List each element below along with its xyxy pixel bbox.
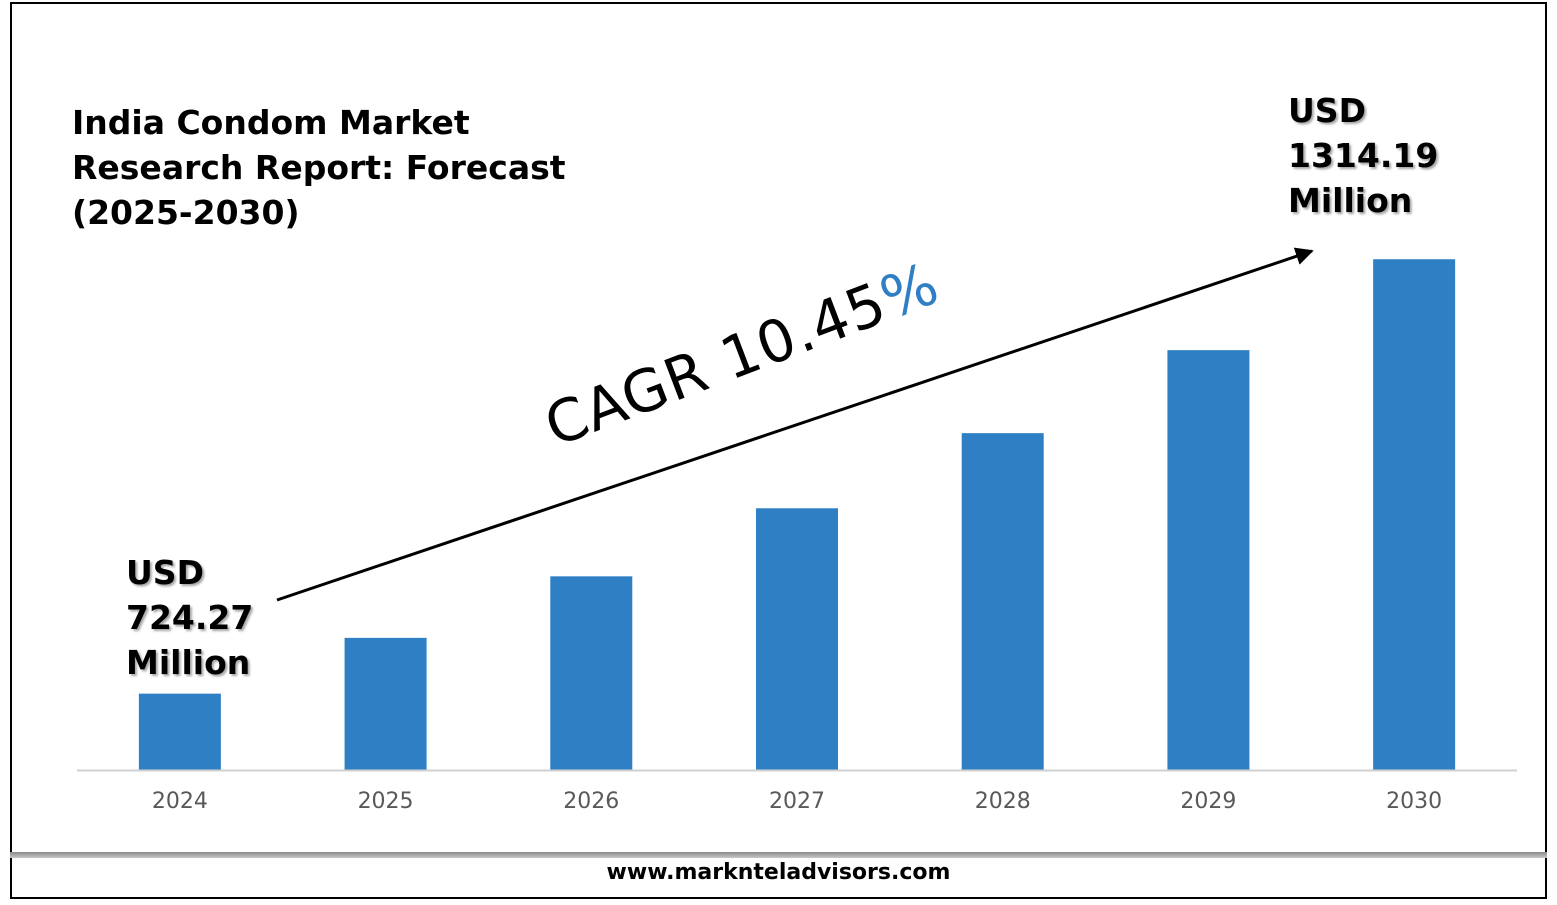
bar-2030 bbox=[1373, 259, 1456, 770]
bar-2026 bbox=[550, 576, 633, 770]
x-tick-label-2029: 2029 bbox=[1180, 789, 1236, 814]
x-tick-label-2030: 2030 bbox=[1386, 789, 1442, 814]
start-value-label: USD 724.27 Million bbox=[126, 550, 253, 685]
bar-2027 bbox=[756, 508, 838, 770]
bars-group bbox=[138, 259, 1456, 770]
bar-2028 bbox=[961, 433, 1044, 770]
growth-arrow bbox=[276, 247, 1314, 602]
end-value-label: USD 1314.19 Million bbox=[1288, 88, 1438, 223]
x-tick-label-2028: 2028 bbox=[975, 789, 1031, 814]
x-tick-labels: 2024 2025 2026 2027 2028 2029 2030 bbox=[152, 789, 1442, 814]
x-tick-label-2024: 2024 bbox=[152, 789, 208, 814]
x-tick-label-2026: 2026 bbox=[563, 789, 619, 814]
end-value-amount: 1314.19 bbox=[1288, 136, 1439, 175]
footer-divider bbox=[10, 852, 1547, 858]
chart-frame bbox=[10, 2, 1547, 899]
start-value-currency: USD bbox=[126, 553, 204, 592]
x-tick-label-2025: 2025 bbox=[358, 789, 414, 814]
title-line-2: Research Report: Forecast bbox=[72, 148, 566, 187]
title-line-1: India Condom Market bbox=[72, 103, 470, 142]
bar-2025 bbox=[344, 637, 427, 770]
bar-2024 bbox=[138, 693, 221, 770]
end-value-unit: Million bbox=[1288, 181, 1413, 220]
start-value-amount: 724.27 bbox=[126, 598, 254, 637]
website-url[interactable]: www.marknteladvisors.com bbox=[606, 860, 951, 885]
start-value-unit: Million bbox=[126, 643, 251, 682]
bar-2029 bbox=[1167, 350, 1250, 770]
end-value-currency: USD bbox=[1288, 91, 1366, 130]
x-tick-label-2027: 2027 bbox=[769, 789, 825, 814]
title-line-3: (2025-2030) bbox=[72, 193, 300, 232]
chart-title: India Condom Market Research Report: For… bbox=[72, 100, 592, 235]
